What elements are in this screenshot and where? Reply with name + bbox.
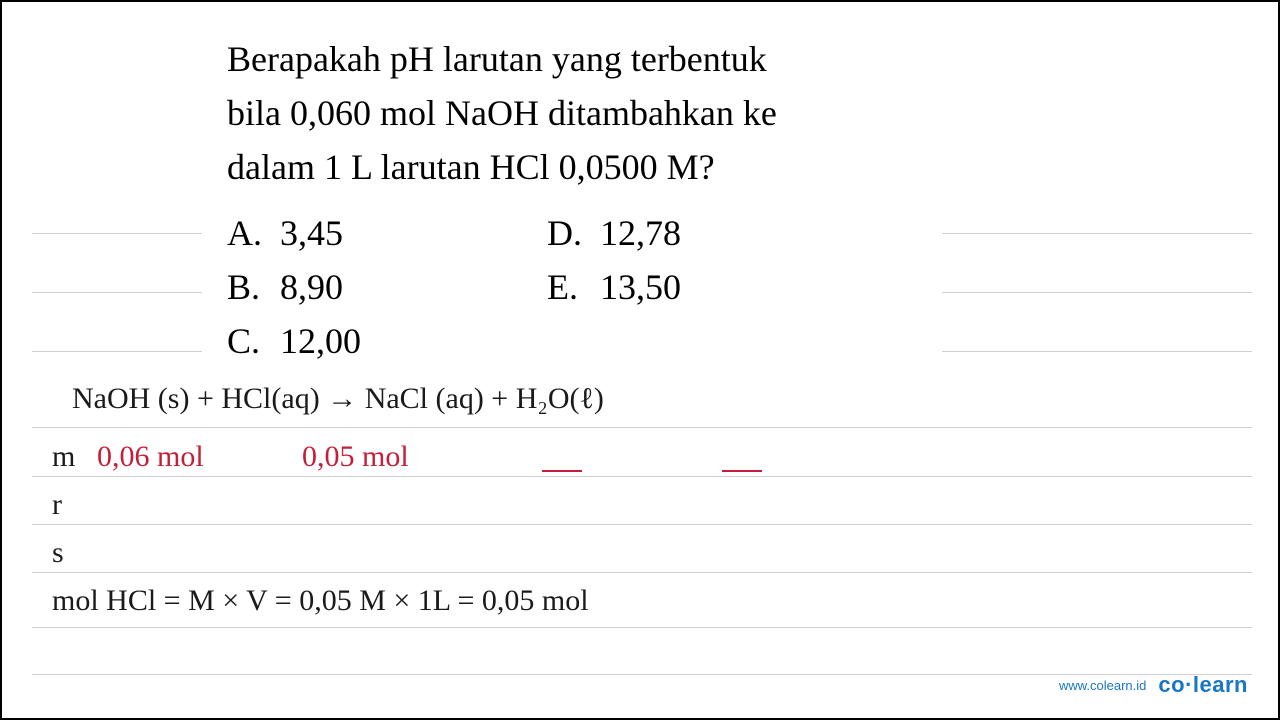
rule-line xyxy=(32,427,1252,428)
options-grid: A. 3,45 D. 12,78 B. 8,90 E. 13,50 C. 12,… xyxy=(227,212,977,362)
hw-dash-1 xyxy=(542,452,582,486)
rule-line xyxy=(942,233,1252,234)
option-value: 12,00 xyxy=(280,320,361,362)
option-letter: E. xyxy=(547,266,582,308)
rule-line xyxy=(32,476,1252,477)
option-letter: C. xyxy=(227,320,262,362)
rule-line xyxy=(32,524,1252,525)
rule-line xyxy=(32,627,1252,628)
question-line-2: bila 0,060 mol NaOH ditambahkan ke xyxy=(227,86,977,140)
option-value: 13,50 xyxy=(600,266,681,308)
footer-logo: co·learn xyxy=(1158,672,1248,698)
rule-line xyxy=(32,292,202,293)
hw-row-m-naoh: 0,06 mol xyxy=(97,440,204,474)
rule-line xyxy=(32,233,202,234)
option-c: C. 12,00 xyxy=(227,320,547,362)
option-letter: B. xyxy=(227,266,262,308)
option-value: 12,78 xyxy=(600,212,681,254)
option-value: 8,90 xyxy=(280,266,343,308)
hw-row-m-label: m xyxy=(52,440,75,474)
option-a: A. 3,45 xyxy=(227,212,547,254)
hw-equation: NaOH (s) + HCl(aq) → NaCl (aq) + H₂O(ℓ) xyxy=(72,382,604,416)
question-block: Berapakah pH larutan yang terbentuk bila… xyxy=(227,32,977,362)
hw-dash-2 xyxy=(722,452,762,486)
rule-line xyxy=(32,351,202,352)
rule-line xyxy=(942,351,1252,352)
rule-line xyxy=(32,572,1252,573)
footer: www.colearn.id co·learn xyxy=(1059,672,1248,698)
option-value: 3,45 xyxy=(280,212,343,254)
question-line-3: dalam 1 L larutan HCl 0,0500 M? xyxy=(227,140,977,194)
question-line-1: Berapakah pH larutan yang terbentuk xyxy=(227,32,977,86)
hw-row-s-label: s xyxy=(52,536,64,570)
option-letter: D. xyxy=(547,212,582,254)
option-letter: A. xyxy=(227,212,262,254)
hw-row-m-hcl: 0,05 mol xyxy=(302,440,409,474)
hw-calc: mol HCl = M × V = 0,05 M × 1L = 0,05 mol xyxy=(52,584,589,618)
option-b: B. 8,90 xyxy=(227,266,547,308)
hw-row-r-label: r xyxy=(52,488,62,522)
rule-line xyxy=(942,292,1252,293)
footer-url: www.colearn.id xyxy=(1059,678,1146,693)
option-d: D. 12,78 xyxy=(547,212,867,254)
option-e: E. 13,50 xyxy=(547,266,867,308)
